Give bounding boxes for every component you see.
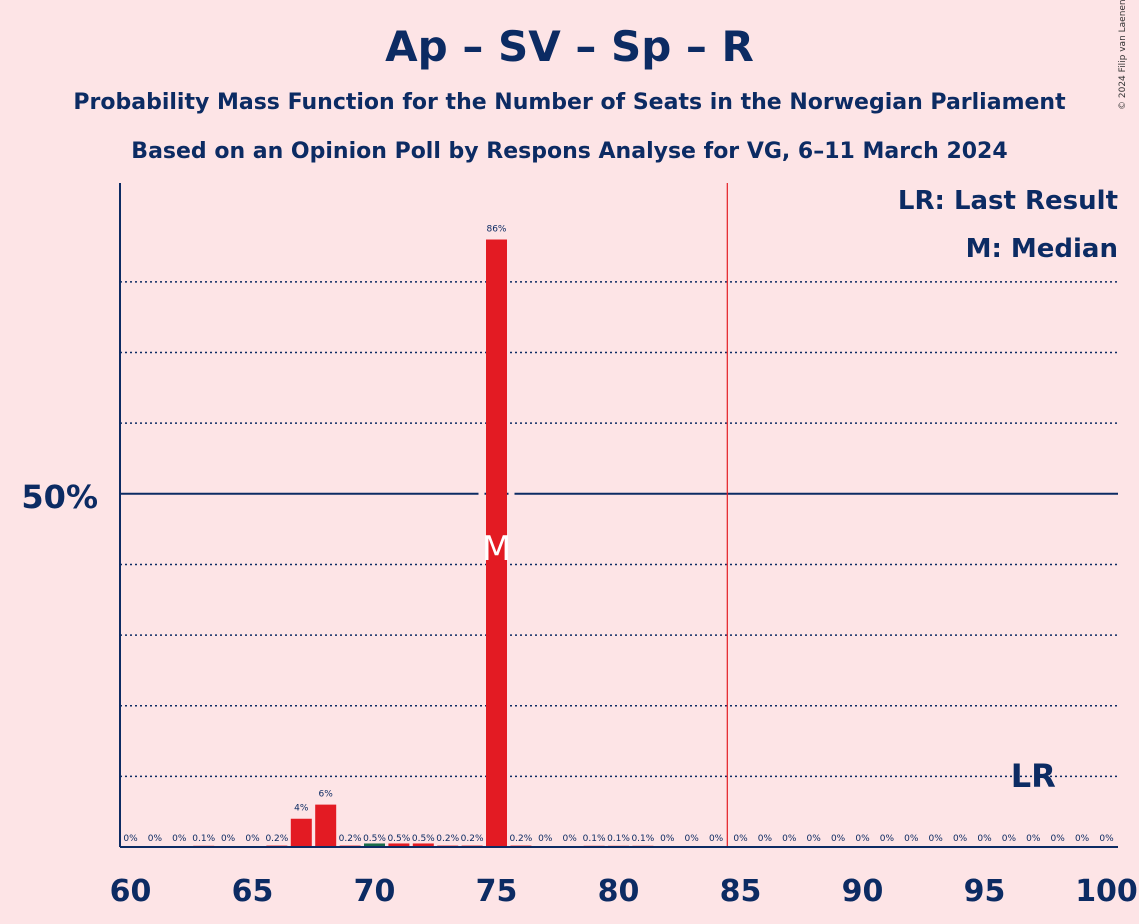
bar-label-73: 0.2% xyxy=(436,834,459,844)
bar-label-80: 0.1% xyxy=(607,834,630,844)
bar-label-75: 86% xyxy=(486,225,506,235)
bar-label-62: 0% xyxy=(172,834,187,844)
bar-label-68: 6% xyxy=(319,790,334,800)
bar-label-70: 0.5% xyxy=(363,834,386,844)
median-gap-left xyxy=(478,490,485,497)
bar-label-76: 0.2% xyxy=(509,834,532,844)
bar-label-82: 0% xyxy=(660,834,675,844)
last-result-marker: LR xyxy=(1011,757,1056,795)
bar-label-71: 0.5% xyxy=(387,834,410,844)
bar-label-97: 0% xyxy=(1026,834,1041,844)
bar-label-72: 0.5% xyxy=(412,834,435,844)
chart-subtitle-2: Based on an Opinion Poll by Respons Anal… xyxy=(131,139,1008,164)
bar-label-89: 0% xyxy=(831,834,846,844)
chart-subtitle: Probability Mass Function for the Number… xyxy=(73,90,1066,115)
bar-label-81: 0.1% xyxy=(631,834,654,844)
bar-label-90: 0% xyxy=(855,834,870,844)
bar-label-95: 0% xyxy=(977,834,992,844)
bars xyxy=(193,239,654,848)
bar-70 xyxy=(364,843,385,847)
bar-label-83: 0% xyxy=(685,834,700,844)
bar-label-69: 0.2% xyxy=(339,834,362,844)
bar-label-64: 0% xyxy=(221,834,236,844)
markers: M LR xyxy=(478,490,1056,795)
bar-label-79: 0.1% xyxy=(583,834,606,844)
x-tick-label-80: 80 xyxy=(598,874,640,909)
legend-median: M: Median xyxy=(966,234,1118,264)
bar-label-98: 0% xyxy=(1051,834,1066,844)
bar-label-96: 0% xyxy=(1002,834,1017,844)
bar-label-74: 0.2% xyxy=(461,834,484,844)
bar-label-66: 0.2% xyxy=(265,834,288,844)
bar-label-65: 0% xyxy=(245,834,260,844)
bar-72 xyxy=(412,843,434,847)
x-tick-label-75: 75 xyxy=(476,874,518,909)
bar-label-86: 0% xyxy=(758,834,773,844)
bar-label-61: 0% xyxy=(148,834,163,844)
bar-label-85: 0% xyxy=(733,834,748,844)
bar-71 xyxy=(388,843,410,847)
bar-label-91: 0% xyxy=(880,834,895,844)
gridlines xyxy=(120,183,1118,847)
x-tick-label-65: 65 xyxy=(232,874,274,909)
bar-label-77: 0% xyxy=(538,834,553,844)
bar-label-100: 0% xyxy=(1099,834,1114,844)
median-marker: M xyxy=(482,529,511,569)
bar-label-94: 0% xyxy=(953,834,968,844)
bar-label-87: 0% xyxy=(782,834,797,844)
bar-75 xyxy=(486,239,507,848)
legend-last-result: LR: Last Result xyxy=(898,186,1118,216)
bar-label-78: 0% xyxy=(563,834,578,844)
median-gap-right xyxy=(508,490,515,497)
bar-68 xyxy=(315,804,337,847)
bar-67 xyxy=(290,818,312,847)
bar-labels: 0% 0% 0% 0.1% 0% 0% 0.2%4%6%0.2% 0.5% 0.5% 0.5% 0.… xyxy=(123,225,1114,844)
bar-label-67: 4% xyxy=(294,804,309,814)
bar-label-92: 0% xyxy=(904,834,919,844)
x-tick-label-100: 100 xyxy=(1075,874,1138,909)
y-tick-label-50: 50% xyxy=(21,478,98,516)
x-tick-labels: 60 65 70 75 80 85 90 95 100 xyxy=(110,874,1138,909)
bar-label-84: 0% xyxy=(709,834,724,844)
x-tick-label-70: 70 xyxy=(354,874,396,909)
bar-label-93: 0% xyxy=(929,834,944,844)
x-tick-label-85: 85 xyxy=(720,874,762,909)
x-tick-label-95: 95 xyxy=(964,874,1006,909)
bar-label-60: 0% xyxy=(123,834,138,844)
bar-label-88: 0% xyxy=(807,834,822,844)
axes xyxy=(119,183,1118,848)
chart-title: Ap – SV – Sp – R xyxy=(385,22,754,71)
bar-label-99: 0% xyxy=(1075,834,1090,844)
x-tick-label-60: 60 xyxy=(110,874,152,909)
bar-label-63: 0.1% xyxy=(192,834,215,844)
x-tick-label-90: 90 xyxy=(842,874,884,909)
